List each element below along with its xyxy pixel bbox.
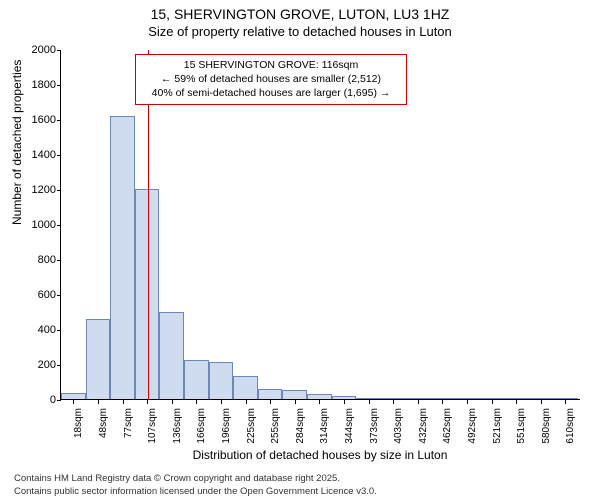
y-tick-label: 400 <box>38 324 56 336</box>
y-tick-mark <box>57 260 61 261</box>
chart-container: 020040060080010001200140016001800200018s… <box>60 50 580 430</box>
x-tick-label: 314sqm <box>319 408 330 448</box>
x-tick-label: 77sqm <box>123 408 134 448</box>
histogram-bar <box>258 389 283 400</box>
x-tick-mark <box>98 400 99 404</box>
x-tick-mark <box>221 400 222 404</box>
histogram-bar <box>405 398 430 399</box>
histogram-bar <box>61 393 86 399</box>
histogram-bar <box>209 362 234 399</box>
histogram-bar <box>282 390 307 399</box>
histogram-bar <box>110 116 135 400</box>
x-tick-label: 166sqm <box>196 408 207 448</box>
annotation-box: 15 SHERVINGTON GROVE: 116sqm ← 59% of de… <box>135 54 407 105</box>
chart-title-line2: Size of property relative to detached ho… <box>0 22 600 39</box>
y-tick-mark <box>57 190 61 191</box>
x-tick-label: 136sqm <box>172 408 183 448</box>
x-tick-label: 107sqm <box>147 408 158 448</box>
x-tick-mark <box>442 400 443 404</box>
footer-line1: Contains HM Land Registry data © Crown c… <box>14 473 377 485</box>
x-tick-label: 580sqm <box>541 408 552 448</box>
x-tick-label: 284sqm <box>295 408 306 448</box>
x-tick-label: 403sqm <box>393 408 404 448</box>
x-tick-label: 196sqm <box>221 408 232 448</box>
y-tick-label: 1800 <box>32 79 56 91</box>
histogram-bar <box>332 396 357 399</box>
x-tick-mark <box>172 400 173 404</box>
x-tick-mark <box>565 400 566 404</box>
x-axis-label: Distribution of detached houses by size … <box>60 448 580 462</box>
x-tick-mark <box>344 400 345 404</box>
x-tick-mark <box>246 400 247 404</box>
histogram-bar <box>479 398 504 399</box>
y-axis-label: Number of detached properties <box>10 60 24 225</box>
x-tick-label: 551sqm <box>516 408 527 448</box>
y-tick-label: 1000 <box>32 219 56 231</box>
annotation-line2: ← 59% of detached houses are smaller (2,… <box>144 72 398 86</box>
y-tick-label: 200 <box>38 359 56 371</box>
x-tick-label: 432sqm <box>418 408 429 448</box>
annotation-line1: 15 SHERVINGTON GROVE: 116sqm <box>144 58 398 72</box>
histogram-bar <box>430 398 455 399</box>
x-tick-label: 255sqm <box>270 408 281 448</box>
x-tick-label: 462sqm <box>442 408 453 448</box>
x-tick-label: 373sqm <box>369 408 380 448</box>
y-tick-mark <box>57 365 61 366</box>
y-tick-label: 600 <box>38 289 56 301</box>
x-tick-label: 225sqm <box>246 408 257 448</box>
x-tick-mark <box>196 400 197 404</box>
histogram-bar <box>135 189 160 399</box>
y-tick-label: 2000 <box>32 44 56 56</box>
x-tick-label: 18sqm <box>73 408 84 448</box>
histogram-bar <box>159 312 184 399</box>
histogram-bar <box>86 319 111 400</box>
y-tick-label: 1400 <box>32 149 56 161</box>
x-tick-mark <box>369 400 370 404</box>
footer-line2: Contains public sector information licen… <box>14 486 377 498</box>
annotation-line3: 40% of semi-detached houses are larger (… <box>144 86 398 100</box>
chart-title-line1: 15, SHERVINGTON GROVE, LUTON, LU3 1HZ <box>0 0 600 22</box>
x-tick-mark <box>319 400 320 404</box>
x-tick-mark <box>467 400 468 404</box>
histogram-bar <box>356 398 381 399</box>
footer-attribution: Contains HM Land Registry data © Crown c… <box>14 473 377 498</box>
histogram-bar <box>455 398 480 399</box>
histogram-bar <box>381 398 406 399</box>
histogram-bar <box>553 398 578 399</box>
x-tick-label: 344sqm <box>344 408 355 448</box>
histogram-bar <box>184 360 209 399</box>
histogram-bar <box>233 376 258 399</box>
x-tick-mark <box>295 400 296 404</box>
x-tick-mark <box>270 400 271 404</box>
histogram-bar <box>504 398 529 399</box>
x-tick-mark <box>123 400 124 404</box>
x-tick-label: 48sqm <box>98 408 109 448</box>
y-tick-label: 800 <box>38 254 56 266</box>
y-tick-mark <box>57 120 61 121</box>
y-tick-mark <box>57 330 61 331</box>
x-tick-label: 492sqm <box>467 408 478 448</box>
histogram-bar <box>307 394 332 399</box>
x-tick-label: 610sqm <box>565 408 576 448</box>
y-tick-label: 1600 <box>32 114 56 126</box>
x-tick-mark <box>541 400 542 404</box>
x-tick-mark <box>393 400 394 404</box>
x-tick-mark <box>147 400 148 404</box>
y-tick-mark <box>57 225 61 226</box>
x-tick-mark <box>492 400 493 404</box>
y-tick-mark <box>57 295 61 296</box>
y-tick-mark <box>57 85 61 86</box>
y-tick-mark <box>57 400 61 401</box>
x-tick-mark <box>73 400 74 404</box>
histogram-bar <box>528 398 553 399</box>
y-tick-mark <box>57 50 61 51</box>
x-tick-mark <box>418 400 419 404</box>
x-tick-mark <box>516 400 517 404</box>
y-tick-mark <box>57 155 61 156</box>
y-tick-label: 0 <box>50 394 56 406</box>
x-tick-label: 521sqm <box>492 408 503 448</box>
y-tick-label: 1200 <box>32 184 56 196</box>
